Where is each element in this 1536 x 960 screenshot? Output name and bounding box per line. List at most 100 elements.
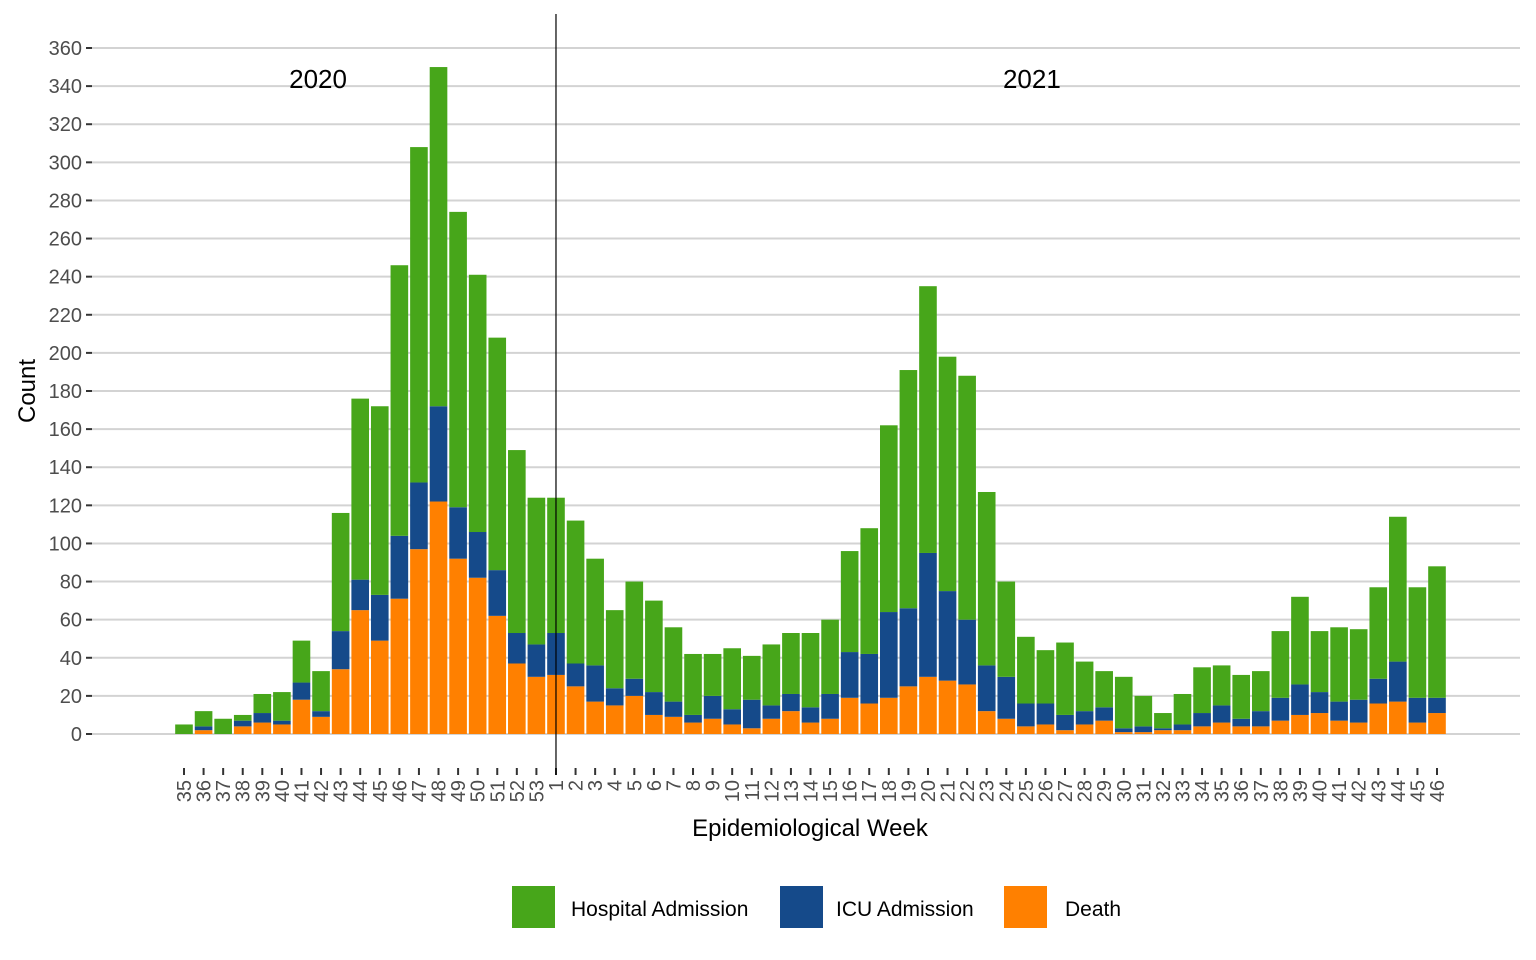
bar-icu-admission-week-45 [1408, 697, 1427, 723]
bar-death-week-32 [1154, 730, 1172, 734]
year-label-2021: 2021 [1003, 64, 1061, 94]
bar-hospital-admission-week-38 [1271, 631, 1290, 698]
bar-hospital-admission-week-48 [429, 67, 448, 407]
bar-hospital-admission-week-5 [625, 581, 644, 679]
bar-icu-admission-week-42 [1349, 699, 1368, 723]
bar-hospital-admission-week-26 [1036, 650, 1055, 704]
bar-hospital-admission-week-43 [1369, 587, 1388, 679]
x-tick-label: 27 [1055, 780, 1077, 802]
bar-icu-admission-week-14 [801, 707, 820, 723]
bar-icu-admission-week-52 [508, 633, 526, 664]
bar-hospital-admission-week-36 [194, 711, 213, 727]
bar-icu-admission-week-40 [273, 720, 291, 725]
bar-death-week-39 [1291, 714, 1309, 734]
bar-death-week-29 [1095, 720, 1113, 734]
y-tick-label: 60 [60, 610, 82, 632]
bar-death-week-26 [1036, 724, 1055, 734]
x-tick-label: 23 [977, 780, 999, 802]
bar-icu-admission-week-19 [899, 608, 918, 687]
year-label-2020: 2020 [289, 64, 347, 94]
x-tick-label: 14 [801, 780, 823, 802]
x-tick-label: 35 [1212, 780, 1234, 802]
bar-hospital-admission-week-44 [351, 398, 370, 580]
bar-death-week-40 [1310, 713, 1329, 734]
bar-icu-admission-week-39 [253, 713, 272, 723]
y-tick-label: 300 [49, 152, 82, 174]
bar-icu-admission-week-38 [1271, 697, 1290, 721]
bar-death-week-8 [684, 722, 702, 734]
bar-death-week-30 [1114, 732, 1133, 734]
bar-hospital-admission-week-37 [1251, 671, 1270, 712]
x-tick-label: 4 [605, 780, 627, 791]
bar-death-week-53 [527, 676, 546, 734]
y-tick-label: 340 [49, 76, 82, 98]
bar-hospital-admission-week-53 [527, 497, 546, 645]
bar-icu-admission-week-46 [1428, 697, 1446, 714]
gridlines [92, 47, 1520, 735]
bar-icu-admission-week-7 [664, 701, 683, 717]
bar-icu-admission-week-41 [1330, 701, 1348, 721]
bar-icu-admission-week-41 [292, 682, 311, 700]
x-tick-label: 46 [1427, 780, 1449, 802]
bar-death-week-2 [566, 686, 585, 734]
bar-hospital-admission-week-45 [370, 406, 389, 595]
bar-death-week-46 [390, 598, 409, 734]
x-tick-label: 45 [1407, 780, 1429, 802]
y-tick-label: 0 [71, 724, 82, 746]
bar-icu-admission-week-36 [1232, 718, 1251, 727]
x-tick-label: 7 [663, 780, 685, 791]
bar-icu-admission-week-15 [821, 693, 839, 719]
bar-hospital-admission-week-42 [312, 671, 330, 712]
legend-swatch-death [1004, 886, 1047, 928]
bar-death-week-17 [860, 703, 879, 734]
bar-hospital-admission-week-18 [880, 425, 898, 613]
bar-hospital-admission-week-6 [645, 600, 663, 693]
x-tick-label: 37 [213, 780, 235, 802]
bar-hospital-admission-week-35 [1212, 665, 1231, 706]
bar-death-week-24 [997, 718, 1016, 734]
y-tick-label: 260 [49, 229, 82, 251]
bar-hospital-admission-week-3 [586, 558, 604, 666]
bar-hospital-admission-week-44 [1389, 516, 1407, 662]
bar-death-week-4 [605, 705, 624, 734]
bar-icu-admission-week-33 [1173, 724, 1192, 731]
bar-hospital-admission-week-46 [390, 265, 409, 536]
bar-icu-admission-week-37 [1251, 711, 1270, 727]
legend-label-icu-admission: ICU Admission [836, 898, 974, 921]
bar-icu-admission-week-8 [684, 714, 702, 723]
x-tick-label: 24 [996, 780, 1018, 802]
bar-death-week-52 [508, 663, 526, 734]
bar-icu-admission-week-25 [1017, 703, 1035, 727]
bar-hospital-admission-week-2 [566, 520, 585, 664]
y-tick-label: 320 [49, 114, 82, 136]
bar-icu-admission-week-6 [645, 692, 663, 715]
bar-death-week-34 [1193, 726, 1211, 734]
bar-death-week-31 [1134, 732, 1153, 734]
bar-icu-admission-week-2 [566, 663, 585, 687]
bar-hospital-admission-week-10 [723, 648, 741, 710]
x-tick-label: 42 [311, 780, 333, 802]
x-tick-label: 53 [526, 780, 548, 802]
bar-hospital-admission-week-19 [899, 370, 918, 609]
x-tick-label: 20 [918, 780, 940, 802]
x-tick-label: 26 [1035, 780, 1057, 802]
bar-icu-admission-week-29 [1095, 707, 1113, 721]
bar-icu-admission-week-27 [1056, 714, 1074, 731]
x-tick-label: 17 [859, 780, 881, 802]
bar-death-week-33 [1173, 730, 1192, 734]
bar-icu-admission-week-28 [1075, 711, 1094, 725]
y-tick-label: 20 [60, 686, 82, 708]
x-tick-label: 36 [1231, 780, 1253, 802]
bar-death-week-45 [370, 640, 389, 734]
x-tick-label: 40 [272, 780, 294, 802]
bar-hospital-admission-week-45 [1408, 587, 1427, 698]
legend-swatch-icu-admission [780, 886, 823, 928]
bar-hospital-admission-week-8 [684, 653, 702, 715]
x-tick-label: 39 [1290, 780, 1312, 802]
bar-hospital-admission-week-34 [1193, 667, 1211, 714]
bar-death-week-36 [1232, 726, 1251, 734]
x-tick-label: 12 [761, 780, 783, 802]
x-tick-label: 49 [448, 780, 470, 802]
x-tick-label: 8 [683, 780, 705, 791]
bar-death-week-40 [273, 724, 291, 734]
